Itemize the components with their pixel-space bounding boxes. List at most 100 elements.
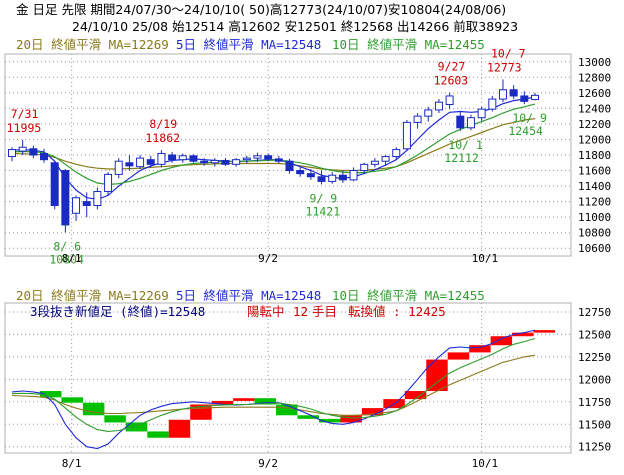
candle-body — [509, 89, 518, 97]
candle-body — [50, 162, 59, 206]
bottom-moving-averages — [11, 329, 536, 450]
candle-body — [488, 98, 497, 110]
top-y-tick-label: 12000 — [578, 133, 611, 146]
sanbun-brick — [340, 415, 362, 423]
candle-body — [531, 94, 539, 101]
sanbun-reversal: 転換値 : 12425 — [348, 304, 446, 319]
low-annotation-date: 10/ 1 — [448, 138, 483, 152]
candle-body — [40, 152, 49, 161]
sanbun-brick — [233, 398, 255, 401]
header-line-2: 24/10/10 25/08 始12514 高12602 安12501 終125… — [72, 19, 519, 34]
sanbun-value: 3段抜き新値足 (終値)=12548 — [30, 304, 205, 319]
candle-body — [370, 160, 379, 165]
sanbun-brick — [254, 398, 277, 405]
candle-body — [413, 115, 422, 123]
sanbun-brick — [276, 404, 298, 416]
candle-body — [125, 162, 134, 167]
bottom-x-axis: 8/1 9/2 10/1 — [62, 457, 498, 470]
header-line-1: 金 日足 先限 期間24/07/30～24/10/10( 50)高12773(2… — [16, 2, 507, 17]
sanbun-brick — [469, 345, 491, 353]
sanbun-brick — [447, 352, 470, 360]
sanbun-brick — [61, 397, 83, 403]
candle-body — [210, 159, 219, 164]
candle-body — [157, 152, 166, 165]
candle-body — [61, 170, 70, 226]
candle-body — [306, 173, 315, 178]
bottom-y-tick-label: 11750 — [578, 396, 611, 409]
candle-body — [93, 191, 102, 206]
candle-body — [232, 159, 241, 165]
bottom-legend-ma10: 10日 終値平滑 MA=12455 — [332, 288, 485, 303]
top-ma-line — [11, 118, 536, 172]
top-y-tick-label: 12600 — [578, 87, 611, 100]
candle-body — [434, 101, 443, 111]
candle-body — [146, 159, 155, 165]
top-y-tick-label: 12200 — [578, 118, 611, 131]
top-y-tick-label: 11200 — [578, 196, 611, 209]
top-x-tick-label: 10/1 — [472, 252, 499, 265]
bottom-y-tick-label: 12750 — [578, 306, 611, 319]
candle-body — [296, 170, 305, 175]
sanbun-brick — [82, 402, 105, 416]
sanbun-brick — [533, 330, 555, 333]
low-annotation-date: 8/ 6 — [53, 239, 81, 253]
candle-body — [104, 173, 113, 193]
sanbun-brick — [404, 391, 427, 400]
bottom-legend-ma20: 20日 終値平滑 MA=12269 — [16, 288, 169, 303]
high-annotation-value: 11862 — [145, 131, 180, 145]
top-y-tick-label: 10800 — [578, 227, 611, 240]
candle-body — [445, 95, 454, 106]
candle-body — [477, 108, 486, 119]
candle-body — [328, 174, 337, 182]
bottom-legend-ma5: 5日 終値平滑 MA=12548 — [176, 288, 321, 303]
bottom-y-axis: 11250 11500 11750 12000 12250 12500 12750 — [578, 306, 611, 454]
bottom-y-tick-label: 11500 — [578, 418, 611, 431]
top-x-tick-label: 8/1 — [62, 252, 82, 265]
candle-body — [498, 89, 507, 100]
bottom-y-tick-label: 11250 — [578, 441, 611, 454]
sanbun-brick — [297, 415, 319, 419]
high-annotation-value: 12603 — [434, 74, 469, 88]
candle-body — [520, 95, 529, 102]
candle-body — [189, 155, 198, 162]
candle-body — [168, 154, 177, 161]
high-annotation-date: 7/31 — [11, 107, 39, 121]
candle-body — [29, 148, 38, 156]
low-annotation-date: 9/ 9 — [310, 191, 338, 205]
bottom-ma-line — [11, 329, 536, 450]
top-y-tick-label: 13000 — [578, 56, 611, 69]
sanbun-brick — [512, 332, 534, 337]
low-annotation-value: 12112 — [444, 151, 479, 165]
low-annotation-value: 10804 — [49, 252, 84, 266]
sanbun-brick — [361, 408, 384, 416]
top-ma-line — [11, 103, 536, 186]
low-annotation-value: 11421 — [306, 204, 341, 218]
candle-body — [424, 109, 433, 117]
top-candles — [8, 79, 539, 233]
bottom-y-tick-label: 12250 — [578, 351, 611, 364]
candle-body — [264, 155, 273, 160]
high-annotation-value: 12773 — [487, 60, 522, 74]
top-y-tick-label: 12400 — [578, 102, 611, 115]
high-annotation-date: 8/19 — [149, 117, 177, 131]
top-x-axis: 8/1 9/2 10/1 — [62, 252, 498, 265]
sanbun-state: 陽転中 — [247, 304, 285, 319]
bottom-x-tick-label: 10/1 — [472, 457, 499, 470]
sanbun-brick — [125, 422, 148, 432]
top-legend-ma5: 5日 終値平滑 MA=12548 — [176, 37, 321, 52]
candle-body — [317, 176, 326, 182]
candle-body — [200, 160, 209, 164]
top-y-tick-label: 11400 — [578, 180, 611, 193]
sanbun-brick — [104, 415, 126, 423]
high-annotation-value: 11995 — [7, 121, 42, 135]
bottom-y-tick-label: 12000 — [578, 373, 611, 386]
candle-body — [392, 149, 401, 158]
top-y-tick-label: 10600 — [578, 242, 611, 255]
top-x-tick-label: 9/2 — [258, 252, 278, 265]
sanbun-brick — [426, 359, 448, 392]
bottom-bricks — [40, 330, 555, 438]
candle-body — [242, 157, 251, 161]
top-y-tick-label: 11600 — [578, 165, 611, 178]
candle-body — [114, 160, 123, 175]
sanbun-count-unit: 手目 — [312, 304, 337, 319]
